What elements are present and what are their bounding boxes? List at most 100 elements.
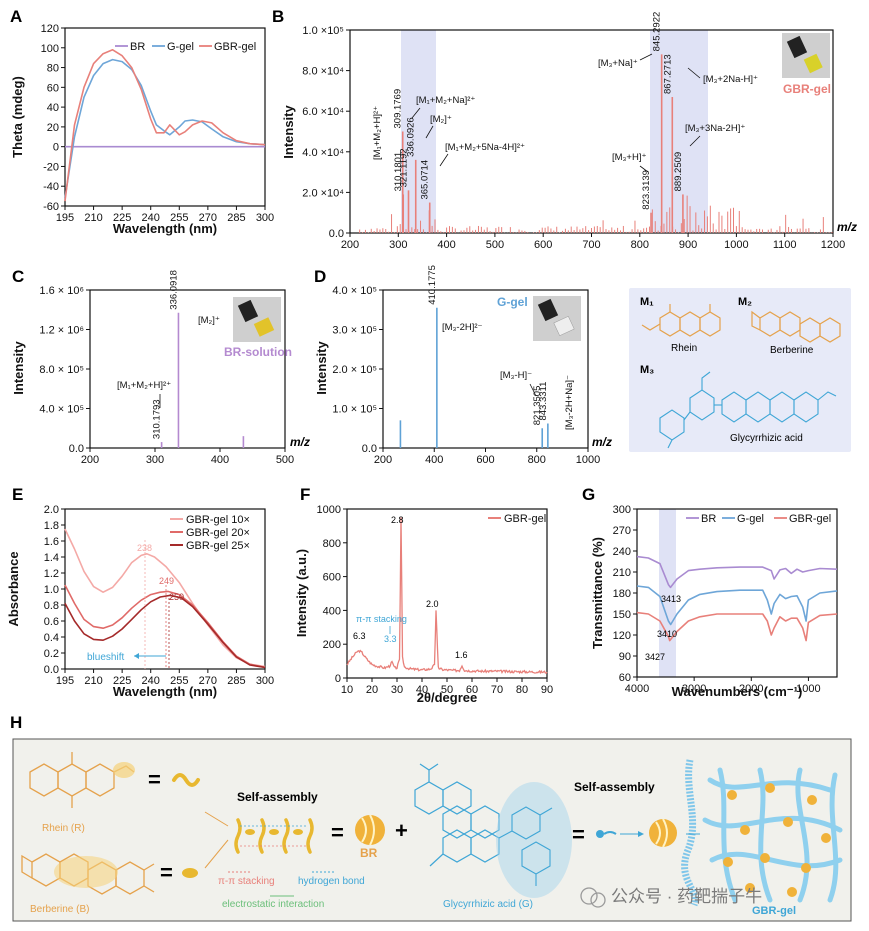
panel-g-ylabel: Transmittance (%) [590,537,605,649]
y-tick-label: 0.2 [44,648,59,660]
x-tick-label: 285 [227,212,245,224]
series-line-gbr-gel-10- [64,528,266,668]
y-tick-label: 100 [41,43,59,55]
x-tick-label: 40 [416,684,428,696]
y-tick-label: 1.4 [44,552,59,564]
assign-b-1: [M₁+M₂+Na]²⁺ [416,95,475,106]
electrostatic-legend: electrostatic interaction [222,899,324,910]
peak-mz-label: 823.3139 [641,170,652,210]
panel-f-frame [346,508,548,679]
x-tick-label: 210 [84,212,102,224]
panel-f: F 10 20 30 40 50 60 70 80 90 0 200 400 600 800 1000 GB… [294,485,553,705]
berberine-structure [751,310,841,343]
berberine-label: Berberine (B) [30,904,89,915]
panel-c-ylabel: Intensity [11,341,26,395]
sample-label-c: BR-solution [224,345,292,359]
panel-e-ylabel: Absorbance [6,551,21,626]
x-tick-label: 600 [534,239,552,251]
y-tick-label: 180 [613,588,631,600]
x-tick-label: 285 [227,675,245,687]
y-tick-label: 2.0 × 10⁵ [332,364,377,376]
fiber-strand [681,759,699,907]
self-assembly-2-label: Self-assembly [574,780,655,794]
y-tick-label: 120 [613,630,631,642]
panel-b-ticks: 200 300 400 500 600 700 800 900 1000 1100 1200 0.0 2… [302,25,845,251]
peak-label-20x: 249 [159,576,174,586]
legend-gbr-gel: GBR-gel [214,41,256,53]
peak-label-10x: 238 [137,543,152,553]
x-tick-label: 300 [256,675,274,687]
x-tick-label: 200 [341,239,359,251]
y-tick-label: 0.6 [44,616,59,628]
x-tick-label: 4000 [625,683,649,695]
y-tick-label: 1.2 × 10⁶ [39,325,84,337]
br-sphere [355,814,385,846]
y-tick-label: 1000 [317,504,341,516]
pi-stacking-legend: π-π stacking [218,876,275,887]
assign-b-3: [M₁+M₂+5Na-4H]²⁺ [445,142,525,153]
x-tick-label: 20 [366,684,378,696]
y-tick-label: 4.0 × 10⁵ [39,404,84,416]
y-tick-label: 1.6 × 10⁶ [39,285,84,297]
x-tick-label: 400 [437,239,455,251]
panel-a-legend: BR G-gel GBR-gel [115,41,256,53]
assign-d-2: [M₃-2H+Na]⁻ [564,375,575,430]
assign-b-0: [M₁+M₂+H]²⁺ [372,106,383,160]
panel-g-ticks: 4000 3000 2000 1000 60 90 120 150 180 210 240 270 30… [613,504,821,695]
rhein-structure [641,304,721,337]
arrow-rhein-assembly [204,811,229,827]
panel-c: C 200 300 400 500 0.0 4.0 × 10⁵ 8.0 × 10⁵ 1.2 ×… [11,267,310,466]
panel-e-label: E [12,485,23,504]
y-tick-label: 20 [47,122,59,134]
arrow-berberine-assembly [204,839,229,869]
peak-label-g-0: 3413 [661,594,681,604]
x-tick-label: 500 [276,454,294,466]
y-tick-label: 4.0 × 10⁵ [332,285,377,297]
sample-label-b: GBR-gel [783,82,831,96]
y-tick-label: 90 [619,651,631,663]
legend-20x: GBR-gel 20× [186,527,250,539]
panel-f-xlabel: 2θ/degree [417,690,478,705]
x-tick-label: 10 [341,684,353,696]
peak-mz-label: 410.1775 [427,265,438,305]
blueshift-arrowhead [134,653,139,659]
legend-g-gbrgel: GBR-gel [789,513,831,525]
series-line-br [636,555,838,589]
y-tick-label: 1.0 × 10⁵ [332,404,377,416]
y-tick-label: 40 [47,102,59,114]
rhein-label: Rhein (R) [42,823,85,834]
x-tick-label: 195 [56,675,74,687]
x-tick-label: 30 [391,684,403,696]
x-tick-label: 500 [486,239,504,251]
y-tick-label: 600 [323,572,341,584]
x-tick-label: 1200 [821,239,845,251]
y-tick-label: 80 [47,63,59,75]
panel-c-label: C [12,267,24,286]
y-tick-label: -60 [43,201,59,213]
vial-photo-b [782,33,830,78]
legend-g-ggel: G-gel [737,513,764,525]
x-tick-label: 210 [84,675,102,687]
legend-br: BR [130,41,145,53]
coated-sphere [649,818,677,848]
x-tick-label: 70 [491,684,503,696]
x-tick-label: 400 [425,454,443,466]
x-tick-label: 300 [146,454,164,466]
x-tick-label: 60 [466,684,478,696]
panel-f-label: F [300,485,310,504]
series-line-gbr-gel [64,49,266,202]
y-tick-label: 2.0 [44,504,59,516]
gel-particles [723,783,831,897]
y-tick-label: 0.0 [69,443,84,455]
vial-photo-c [233,297,281,342]
y-tick-label: -20 [43,161,59,173]
y-tick-label: 0.0 [362,443,377,455]
pi-stacking-label-f: π-π stacking [356,614,407,624]
x-tick-label: 800 [631,239,649,251]
panel-g-lines [636,555,838,642]
panel-c-peaks: 310.1793 336.0918 [152,270,245,448]
assign-c-0: [M₂]⁺ [198,315,220,326]
y-tick-label: 0.0 [44,664,59,676]
y-tick-label: 1.0 ×10⁵ [302,25,344,37]
